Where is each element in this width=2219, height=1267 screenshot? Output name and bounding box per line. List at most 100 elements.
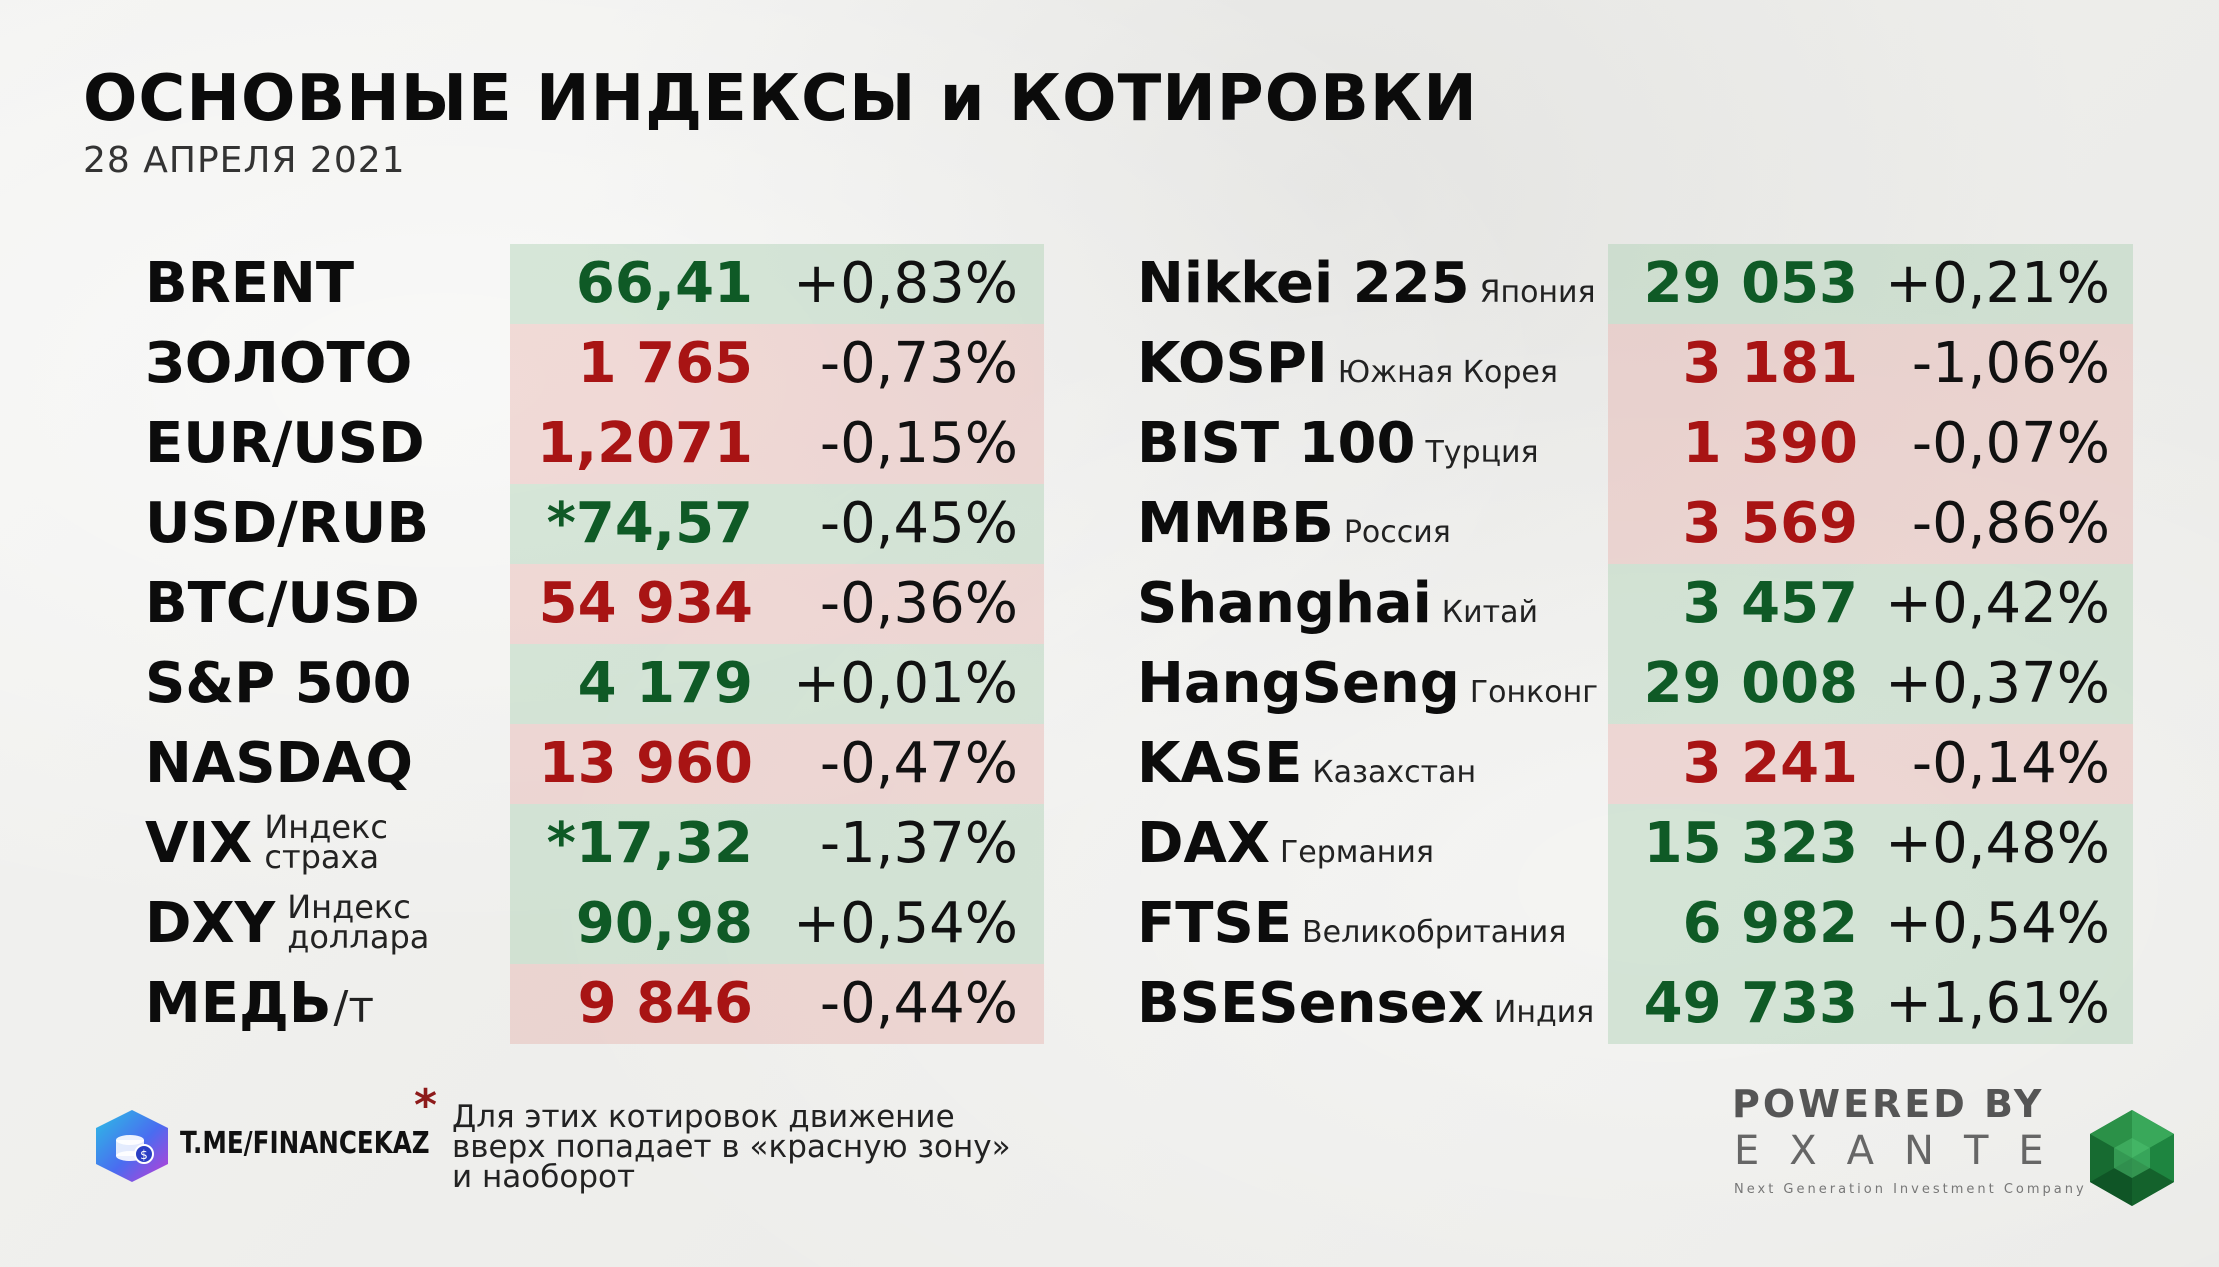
quote-change: -1,37% xyxy=(819,811,1018,876)
quote-value: 3 457 xyxy=(1682,571,1858,636)
quote-name: KOSPI Южная Корея xyxy=(1137,324,1558,404)
quote-value: 6 982 xyxy=(1682,891,1858,956)
quote-row: DXY Индекс доллара 90,98 +0,54% xyxy=(0,884,2219,964)
quote-name: KASE Казахстан xyxy=(1137,724,1476,804)
quote-row: EUR/USD 1,2071 -0,15% xyxy=(0,404,2219,484)
quote-name: BIST 100 Турция xyxy=(1137,404,1539,484)
quote-name-label: BTC/USD xyxy=(145,571,420,636)
quote-value: 9 846 xyxy=(577,971,753,1036)
quote-name-label: BRENT xyxy=(145,251,355,316)
quote-row: S&P 500 4 179 +0,01% xyxy=(0,644,2219,724)
quote-description-line: Индекс xyxy=(264,808,388,846)
quote-value-cell xyxy=(1608,964,2133,1044)
quote-value-cell xyxy=(1608,564,2133,644)
quote-row: ЗОЛОТО 1 765 -0,73% xyxy=(0,324,2219,404)
quote-change: -0,36% xyxy=(819,571,1018,636)
telegram-channel-logo-icon: $ xyxy=(96,1110,168,1182)
quote-value-cell xyxy=(510,244,1044,324)
quote-name: DAX Германия xyxy=(1137,804,1434,884)
quote-value-cell xyxy=(510,884,1044,964)
quote-region: Германия xyxy=(1280,835,1434,870)
quote-name-label: VIX xyxy=(145,811,253,876)
quote-change: -0,44% xyxy=(819,971,1018,1036)
quote-change: -0,14% xyxy=(1911,731,2110,796)
quote-name: Nikkei 225 Япония xyxy=(1137,244,1596,324)
quote-row: ММВБ Россия 3 569 -0,86% xyxy=(0,484,2219,564)
quote-name: NASDAQ xyxy=(145,724,413,804)
quote-name-label: EUR/USD xyxy=(145,411,425,476)
quote-row: HangSeng Гонконг 29 008 +0,37% xyxy=(0,644,2219,724)
quote-region: Турция xyxy=(1425,435,1539,470)
quote-value-cell xyxy=(1608,324,2133,404)
quote-name-label: HangSeng xyxy=(1137,651,1460,716)
quote-region: Индия xyxy=(1493,995,1595,1030)
quote-value-cell xyxy=(1608,884,2133,964)
quote-value: 3 241 xyxy=(1682,731,1858,796)
quote-row: МЕДЬ/т 9 846 -0,44% xyxy=(0,964,2219,1044)
quote-name: S&P 500 xyxy=(145,644,412,724)
quote-row: BTC/USD 54 934 -0,36% xyxy=(0,564,2219,644)
quote-name: BRENT xyxy=(145,244,354,324)
quote-value-cell xyxy=(510,324,1044,404)
quote-change: -0,73% xyxy=(819,331,1018,396)
quote-value: 3 569 xyxy=(1682,491,1858,556)
page-date: 28 АПРЕЛЯ 2021 xyxy=(83,140,406,181)
quote-row: Shanghai Китай 3 457 +0,42% xyxy=(0,564,2219,644)
quote-name-label: USD/RUB xyxy=(145,491,430,556)
powered-by-label: POWERED BY xyxy=(1732,1082,2045,1126)
quote-name-label: S&P 500 xyxy=(145,651,412,716)
quote-value-cell xyxy=(510,484,1044,564)
quote-row: KASE Казахстан 3 241 -0,14% xyxy=(0,724,2219,804)
quote-value: 15 323 xyxy=(1643,811,1858,876)
quote-value: 1,2071 xyxy=(536,411,753,476)
quote-description-line: страха xyxy=(264,838,380,876)
quote-value-cell xyxy=(1608,484,2133,564)
quote-change: -0,15% xyxy=(819,411,1018,476)
footnote-text: Для этих котировок движение вверх попада… xyxy=(452,1099,1011,1195)
quote-name-label: Shanghai xyxy=(1137,571,1432,636)
quote-name-label: МЕДЬ xyxy=(145,971,332,1036)
quote-value: *74,57 xyxy=(546,491,753,556)
quote-name-label: DXY xyxy=(145,891,276,956)
quote-row: FTSE Великобритания 6 982 +0,54% xyxy=(0,884,2219,964)
quote-row: BIST 100 Турция 1 390 -0,07% xyxy=(0,404,2219,484)
quote-change: +0,01% xyxy=(793,651,1018,716)
quote-region: Великобритания xyxy=(1302,915,1567,950)
quote-region: Россия xyxy=(1343,515,1451,550)
quote-change: +0,83% xyxy=(793,251,1018,316)
quote-name-label: BIST 100 xyxy=(1137,411,1416,476)
quote-unit: /т xyxy=(333,982,375,1033)
quote-name: FTSE Великобритания xyxy=(1137,884,1566,964)
quote-change: -0,86% xyxy=(1911,491,2110,556)
telegram-channel-link[interactable]: T.ME/FINANCEKAZ xyxy=(180,1126,430,1161)
quote-change: +0,48% xyxy=(1885,811,2110,876)
quote-value: 90,98 xyxy=(575,891,753,956)
quote-region: Гонконг xyxy=(1469,675,1598,710)
quote-name: МЕДЬ/т xyxy=(145,964,374,1044)
quote-row: KOSPI Южная Корея 3 181 -1,06% xyxy=(0,324,2219,404)
quote-value: 4 179 xyxy=(577,651,753,716)
quote-name: ЗОЛОТО xyxy=(145,324,412,404)
quote-change: +0,42% xyxy=(1885,571,2110,636)
quote-value: 29 008 xyxy=(1643,651,1858,716)
quote-name-label: FTSE xyxy=(1137,891,1293,956)
quote-change: +0,54% xyxy=(793,891,1018,956)
quote-name: BSESensex Индия xyxy=(1137,964,1594,1044)
quote-value: 13 960 xyxy=(538,731,753,796)
quote-region: Китай xyxy=(1441,595,1538,630)
quote-change: +0,37% xyxy=(1885,651,2110,716)
quote-value-cell xyxy=(510,804,1044,884)
quote-name-label: ММВБ xyxy=(1137,491,1334,556)
quote-change: +0,54% xyxy=(1885,891,2110,956)
quote-name-label: KOSPI xyxy=(1137,331,1328,396)
quote-region: Южная Корея xyxy=(1337,355,1558,390)
quote-value: 49 733 xyxy=(1643,971,1858,1036)
quote-value: 54 934 xyxy=(538,571,753,636)
quote-name-label: Nikkei 225 xyxy=(1137,251,1470,316)
quote-row: BRENT 66,41 +0,83% xyxy=(0,244,2219,324)
quote-name: HangSeng Гонконг xyxy=(1137,644,1598,724)
quote-value: 3 181 xyxy=(1682,331,1858,396)
svg-text:$: $ xyxy=(140,1148,148,1162)
page-title: ОСНОВНЫЕ ИНДЕКСЫ и КОТИРОВКИ xyxy=(83,62,1478,136)
quote-value-cell xyxy=(1608,804,2133,884)
